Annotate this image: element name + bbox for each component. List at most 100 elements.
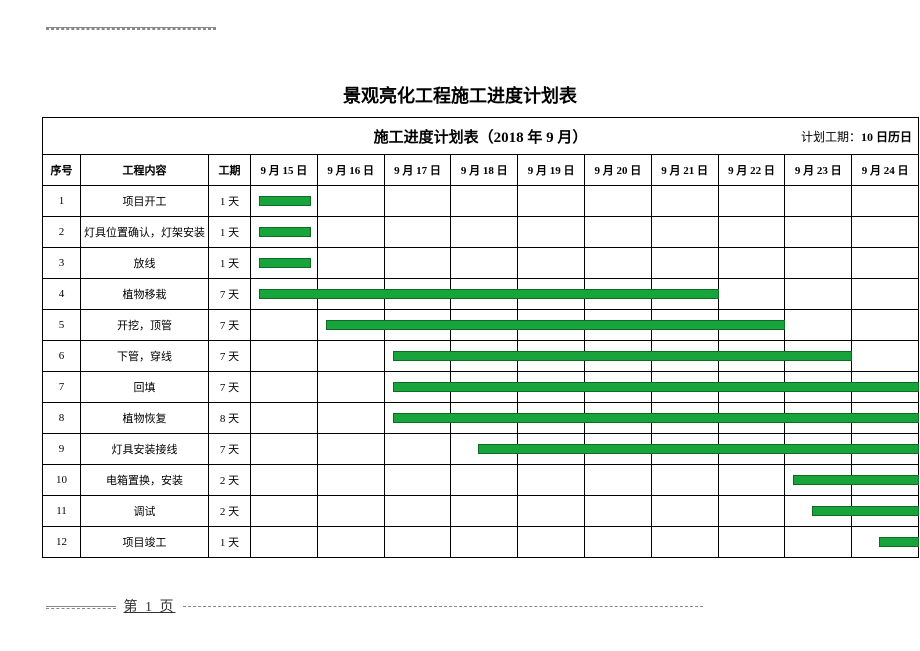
gantt-cell: [718, 217, 785, 248]
col-date: 9 月 22 日: [718, 155, 785, 186]
cell-seq: 7: [43, 372, 81, 403]
gantt-cell: [451, 372, 518, 403]
gantt-cell: [251, 217, 318, 248]
gantt-cell: [384, 434, 451, 465]
col-date: 9 月 18 日: [451, 155, 518, 186]
cell-duration: 1 天: [209, 186, 251, 217]
cell-duration: 7 天: [209, 279, 251, 310]
footer: 第 1 页: [46, 596, 876, 616]
col-date: 9 月 24 日: [852, 155, 919, 186]
gantt-cell: [785, 465, 852, 496]
gantt-cell: [718, 310, 785, 341]
col-content: 工程内容: [81, 155, 209, 186]
gantt-cell: [317, 372, 384, 403]
cell-content: 下管，穿线: [81, 341, 209, 372]
gantt-cell: [718, 496, 785, 527]
gantt-cell: [317, 434, 384, 465]
cell-duration: 7 天: [209, 434, 251, 465]
cell-duration: 1 天: [209, 248, 251, 279]
col-seq: 序号: [43, 155, 81, 186]
table-row: 3放线1 天: [43, 248, 919, 279]
gantt-cell: [785, 496, 852, 527]
gantt-cell: [785, 248, 852, 279]
gantt-cell: [584, 186, 651, 217]
gantt-cell: [251, 186, 318, 217]
gantt-cell: [852, 248, 919, 279]
gantt-cell: [852, 372, 919, 403]
gantt-cell: [317, 527, 384, 558]
gantt-cell: [518, 403, 585, 434]
cell-seq: 6: [43, 341, 81, 372]
subtitle-text: 施工进度计划表（2018 年 9 月）: [374, 126, 588, 147]
gantt-cell: [384, 217, 451, 248]
main-title: 景观亮化工程施工进度计划表: [0, 82, 920, 108]
gantt-cell: [384, 527, 451, 558]
cell-content: 回填: [81, 372, 209, 403]
cell-duration: 2 天: [209, 496, 251, 527]
gantt-cell: [584, 310, 651, 341]
gantt-cell: [785, 279, 852, 310]
gantt-cell: [584, 217, 651, 248]
footer-page: 第 1 页: [124, 596, 176, 616]
cell-content: 开挖，顶管: [81, 310, 209, 341]
gantt-cell: [785, 217, 852, 248]
cell-duration: 7 天: [209, 372, 251, 403]
gantt-bar: [259, 227, 311, 237]
gantt-cell: [651, 217, 718, 248]
cell-content: 项目开工: [81, 186, 209, 217]
col-date: 9 月 21 日: [651, 155, 718, 186]
gantt-cell: [384, 465, 451, 496]
gantt-cell: [584, 372, 651, 403]
gantt-cell: [251, 341, 318, 372]
cell-content: 植物恢复: [81, 403, 209, 434]
gantt-cell: [584, 341, 651, 372]
gantt-cell: [251, 496, 318, 527]
gantt-bar: [879, 537, 919, 547]
gantt-cell: [584, 248, 651, 279]
gantt-cell: [785, 403, 852, 434]
gantt-cell: [251, 527, 318, 558]
cell-seq: 10: [43, 465, 81, 496]
gantt-cell: [518, 341, 585, 372]
col-duration: 工期: [209, 155, 251, 186]
table-row: 8植物恢复8 天: [43, 403, 919, 434]
gantt-cell: [651, 372, 718, 403]
gantt-cell: [518, 527, 585, 558]
gantt-cell: [718, 527, 785, 558]
table-row: 2灯具位置确认，灯架安装1 天: [43, 217, 919, 248]
cell-seq: 3: [43, 248, 81, 279]
gantt-cell: [384, 186, 451, 217]
plan-period: 计划工期：10 日历日: [801, 128, 912, 145]
gantt-cell: [718, 341, 785, 372]
gantt-cell: [852, 403, 919, 434]
gantt-table-wrap: 施工进度计划表（2018 年 9 月） 计划工期：10 日历日 序号 工程内容 …: [42, 117, 918, 558]
gantt-cell: [451, 465, 518, 496]
gantt-cell: [251, 279, 318, 310]
gantt-cell: [251, 310, 318, 341]
gantt-cell: [852, 341, 919, 372]
gantt-table: 施工进度计划表（2018 年 9 月） 计划工期：10 日历日 序号 工程内容 …: [42, 117, 919, 558]
gantt-cell: [651, 341, 718, 372]
cell-content: 植物移栽: [81, 279, 209, 310]
gantt-cell: [317, 248, 384, 279]
col-date: 9 月 15 日: [251, 155, 318, 186]
table-row: 7回填7 天: [43, 372, 919, 403]
gantt-cell: [317, 341, 384, 372]
gantt-cell: [785, 310, 852, 341]
gantt-cell: [584, 496, 651, 527]
gantt-cell: [518, 279, 585, 310]
gantt-cell: [852, 310, 919, 341]
gantt-cell: [518, 217, 585, 248]
gantt-cell: [718, 403, 785, 434]
gantt-cell: [651, 496, 718, 527]
gantt-cell: [317, 310, 384, 341]
cell-content: 调试: [81, 496, 209, 527]
gantt-cell: [251, 248, 318, 279]
gantt-cell: [251, 372, 318, 403]
gantt-cell: [251, 434, 318, 465]
table-row: 10电箱置换，安装2 天: [43, 465, 919, 496]
cell-duration: 2 天: [209, 465, 251, 496]
gantt-cell: [651, 186, 718, 217]
cell-seq: 11: [43, 496, 81, 527]
gantt-cell: [317, 403, 384, 434]
